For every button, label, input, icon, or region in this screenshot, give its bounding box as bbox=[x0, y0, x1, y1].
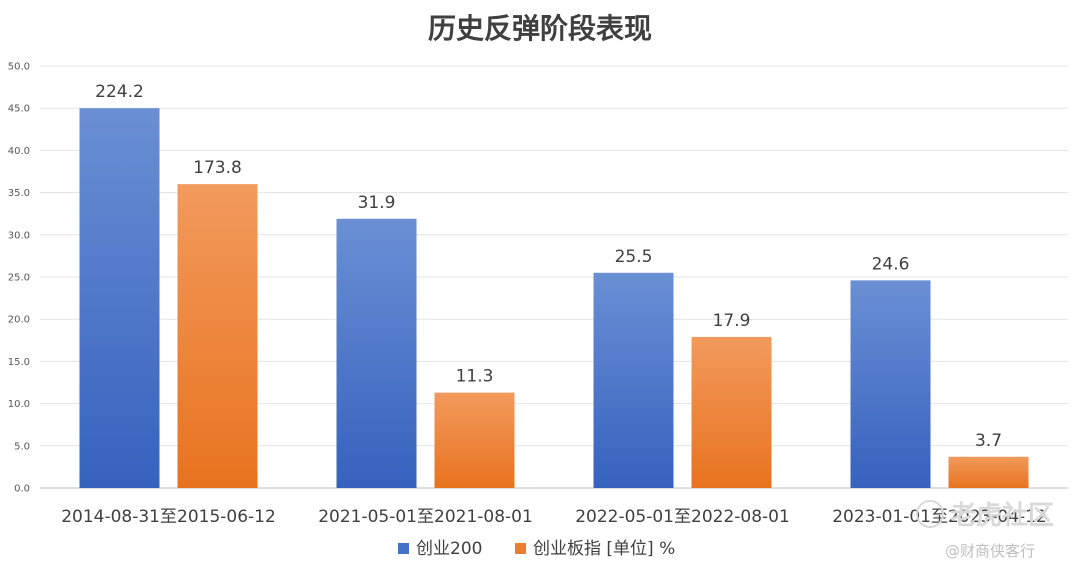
legend-label: 创业板指 [单位] % bbox=[533, 539, 675, 559]
tiger-logo-icon bbox=[916, 500, 944, 528]
y-tick-label: 25.0 bbox=[8, 273, 30, 284]
watermark-text: 老虎社区 bbox=[950, 500, 1054, 531]
y-tick-label: 40.0 bbox=[8, 146, 30, 157]
x-tick-label: 2014-08-31至2015-06-12 bbox=[61, 507, 276, 527]
y-tick-label: 5.0 bbox=[14, 441, 30, 452]
bar-cybz-0 bbox=[177, 184, 258, 488]
legend-swatch bbox=[398, 543, 409, 554]
x-tick-label: 2023-01-01至2023-04-12 bbox=[832, 507, 1047, 527]
y-tick-label: 50.0 bbox=[8, 62, 30, 73]
data-label: 173.8 bbox=[193, 158, 242, 178]
bars bbox=[79, 108, 1029, 488]
y-tick-label: 20.0 bbox=[8, 315, 30, 326]
bar-cybz-2 bbox=[691, 336, 772, 488]
data-label: 3.7 bbox=[975, 431, 1002, 451]
y-tick-label: 10.0 bbox=[8, 399, 30, 410]
bar-cybz-1 bbox=[434, 392, 515, 488]
bar-cy200-0 bbox=[79, 108, 160, 488]
x-tick-label: 2021-05-01至2021-08-01 bbox=[318, 507, 533, 527]
y-tick-label: 30.0 bbox=[8, 230, 30, 241]
data-label: 25.5 bbox=[615, 247, 653, 267]
legend-swatch bbox=[515, 543, 526, 554]
y-tick-label: 0.0 bbox=[14, 484, 30, 495]
bar-cy200-1 bbox=[336, 218, 417, 488]
data-label: 24.6 bbox=[872, 254, 910, 274]
y-tick-label: 45.0 bbox=[8, 104, 30, 115]
legend: 创业200 创业板指 [单位] % bbox=[398, 539, 675, 559]
data-label: 224.2 bbox=[95, 82, 144, 102]
x-axis-ticks: 2014-08-31至2015-06-12 2021-05-01至2021-08-… bbox=[61, 507, 1047, 527]
y-axis-ticks: 0.0 5.0 10.0 15.0 20.0 25.0 30.0 35.0 40.0 45.0 50… bbox=[8, 62, 30, 495]
y-tick-label: 15.0 bbox=[8, 357, 30, 368]
bar-cy200-3 bbox=[850, 280, 931, 488]
data-label: 31.9 bbox=[358, 193, 396, 213]
data-labels: 224.2 173.8 31.9 11.3 25.5 17.9 24.6 3.7 bbox=[95, 82, 1002, 451]
watermark: 老虎社区 @财商侠客行 bbox=[916, 500, 1054, 560]
legend-label: 创业200 bbox=[416, 539, 482, 559]
data-label: 11.3 bbox=[456, 367, 494, 387]
y-tick-label: 35.0 bbox=[8, 188, 30, 199]
bar-cy200-2 bbox=[593, 272, 674, 488]
watermark-author: @财商侠客行 bbox=[945, 542, 1035, 560]
chart-title: 历史反弹阶段表现 bbox=[428, 12, 652, 45]
bar-cybz-3 bbox=[948, 456, 1029, 488]
x-tick-label: 2022-05-01至2022-08-01 bbox=[575, 507, 790, 527]
data-label: 17.9 bbox=[713, 311, 751, 331]
